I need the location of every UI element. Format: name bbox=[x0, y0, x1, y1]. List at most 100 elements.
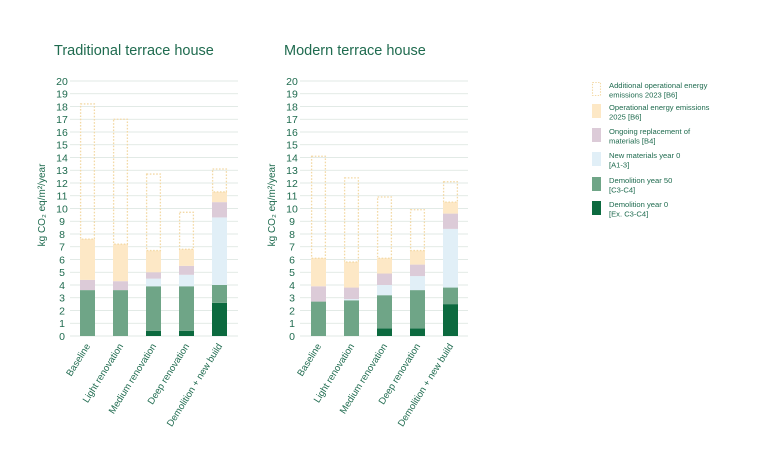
bar-segment-operational_2025 bbox=[443, 202, 458, 214]
y-tick-label: 9 bbox=[289, 216, 295, 228]
y-tick-label: 19 bbox=[286, 89, 298, 101]
y-tick-label: 10 bbox=[286, 203, 298, 215]
y-tick-label: 9 bbox=[59, 216, 65, 228]
bar-segment-replacement bbox=[443, 213, 458, 229]
bar-segment-demolition_50 bbox=[80, 290, 95, 336]
y-tick-label: 6 bbox=[59, 254, 65, 266]
bar-segment-additional_2023 bbox=[178, 211, 195, 250]
legend-label: emissions 2023 [B6] bbox=[609, 91, 677, 100]
bar-segment-replacement bbox=[146, 272, 161, 279]
bar-segment-demolition_50 bbox=[179, 286, 194, 331]
chart-traditional-terrace-house: Traditional terrace house kg CO₂ eq/m²/y… bbox=[37, 43, 238, 429]
bar-segment-demolition_50 bbox=[146, 286, 161, 331]
y-tick-label: 1 bbox=[59, 318, 65, 330]
legend-label: Ongoing replacement of bbox=[609, 127, 691, 136]
y-tick-label: 10 bbox=[56, 203, 68, 215]
bar-segment-demolition_0 bbox=[377, 328, 392, 336]
y-tick-label: 13 bbox=[56, 165, 68, 177]
chart-modern-terrace-house: Modern terrace house kg CO₂ eq/m²/year 0… bbox=[267, 43, 468, 429]
bar-segment-new_materials bbox=[410, 276, 425, 291]
y-tick-label: 5 bbox=[59, 267, 65, 279]
bar-segment-replacement bbox=[311, 286, 326, 302]
y-tick-label: 20 bbox=[56, 76, 68, 88]
y-tick-label: 19 bbox=[56, 89, 68, 101]
bar-segment-new_materials bbox=[212, 217, 227, 285]
legend-swatch bbox=[592, 128, 601, 142]
legend-label: [C3-C4] bbox=[609, 186, 635, 195]
bar-segment-additional_2023 bbox=[442, 181, 459, 203]
y-tick-label: 6 bbox=[289, 254, 295, 266]
bar-segment-operational_2025 bbox=[410, 250, 425, 265]
bar-segment-demolition_50 bbox=[410, 290, 425, 329]
bar-segment-additional_2023 bbox=[211, 168, 228, 193]
legend-swatch bbox=[592, 152, 601, 166]
y-tick-label: 17 bbox=[56, 114, 68, 126]
y-tick-label: 2 bbox=[59, 305, 65, 317]
bar-segment-demolition_50 bbox=[443, 287, 458, 305]
bar-segment-demolition_0 bbox=[410, 328, 425, 336]
legend-label: Additional operational energy bbox=[609, 81, 708, 90]
y-tick-label: 15 bbox=[286, 140, 298, 152]
legend-swatch bbox=[591, 81, 602, 97]
bar-segment-demolition_0 bbox=[443, 304, 458, 336]
y-tick-label: 3 bbox=[289, 293, 295, 305]
legend-label: [Ex. C3-C4] bbox=[609, 210, 648, 219]
bar-segment-new_materials bbox=[179, 274, 194, 287]
bar-segment-demolition_50 bbox=[311, 301, 326, 336]
y-tick-label: 17 bbox=[286, 114, 298, 126]
y-tick-label: 8 bbox=[289, 229, 295, 241]
bar-segment-new_materials bbox=[146, 278, 161, 287]
y-tick-label: 4 bbox=[289, 280, 295, 292]
y-axis-label: kg CO₂ eq/m²/year bbox=[267, 163, 278, 246]
bar-segment-new_materials bbox=[344, 299, 359, 301]
legend-swatch bbox=[592, 201, 601, 215]
legend-label: Demolition year 50 bbox=[609, 176, 672, 185]
bar-segment-additional_2023 bbox=[310, 155, 327, 259]
y-tick-label: 8 bbox=[59, 229, 65, 241]
legend-label: [A1-3] bbox=[609, 161, 629, 170]
bar-segment-replacement bbox=[80, 279, 95, 291]
y-tick-label: 11 bbox=[57, 191, 68, 203]
bar-segment-replacement bbox=[377, 273, 392, 285]
legend-swatch bbox=[592, 177, 601, 191]
chart-title: Modern terrace house bbox=[284, 43, 426, 59]
bar-segment-new_materials bbox=[443, 228, 458, 288]
y-tick-label: 7 bbox=[289, 242, 295, 254]
bar-segment-operational_2025 bbox=[311, 258, 326, 287]
bar-segment-replacement bbox=[179, 265, 194, 275]
bar-segment-demolition_50 bbox=[113, 290, 128, 336]
y-tick-label: 16 bbox=[286, 127, 298, 139]
chart-title: Traditional terrace house bbox=[54, 43, 214, 59]
y-tick-label: 12 bbox=[286, 178, 298, 190]
bar-segment-demolition_0 bbox=[179, 330, 194, 336]
bar-segment-operational_2025 bbox=[377, 258, 392, 274]
legend-label: New materials year 0 bbox=[609, 151, 680, 160]
y-tick-label: 3 bbox=[59, 293, 65, 305]
bar-segment-operational_2025 bbox=[146, 250, 161, 273]
bar-segment-additional_2023 bbox=[343, 177, 360, 263]
legend-swatch bbox=[592, 104, 601, 118]
y-tick-label: 16 bbox=[56, 127, 68, 139]
y-tick-label: 12 bbox=[56, 178, 68, 190]
bar-segment-additional_2023 bbox=[112, 118, 129, 245]
y-tick-label: 15 bbox=[56, 140, 68, 152]
legend-label: Demolition year 0 bbox=[609, 200, 668, 209]
y-axis-label: kg CO₂ eq/m²/year bbox=[37, 163, 48, 246]
bar-segment-operational_2025 bbox=[179, 249, 194, 266]
legend-label: Operational energy emissions bbox=[609, 103, 710, 112]
bar-segment-demolition_0 bbox=[212, 302, 227, 336]
bar-segment-demolition_50 bbox=[377, 295, 392, 329]
y-tick-label: 11 bbox=[287, 191, 298, 203]
y-tick-label: 0 bbox=[59, 331, 65, 343]
legend-label: materials [B4] bbox=[609, 137, 655, 146]
y-tick-label: 20 bbox=[286, 76, 298, 88]
bar-segment-replacement bbox=[212, 202, 227, 218]
y-tick-label: 0 bbox=[289, 331, 295, 343]
bar-segment-demolition_50 bbox=[212, 285, 227, 303]
bar-segment-operational_2025 bbox=[80, 239, 95, 280]
y-tick-label: 18 bbox=[56, 101, 68, 113]
y-tick-label: 14 bbox=[56, 152, 68, 164]
bar-segment-additional_2023 bbox=[409, 209, 426, 252]
